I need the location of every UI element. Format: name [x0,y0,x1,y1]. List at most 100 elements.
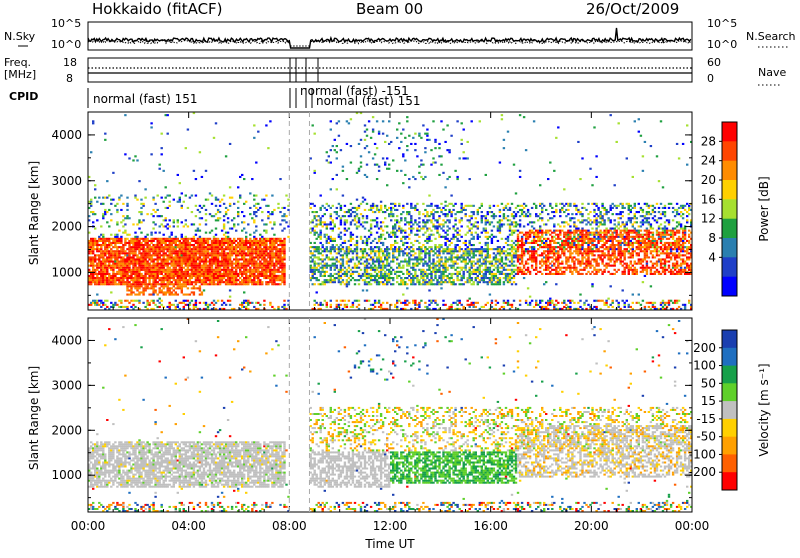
heatmap-cell [201,279,203,281]
heatmap-cell [150,153,152,155]
heatmap-cell [406,145,408,147]
heatmap-cell [378,240,380,242]
heatmap-cell [283,254,285,256]
heatmap-cell [416,223,418,225]
heatmap-cell [473,304,475,306]
heatmap-cell [146,300,148,302]
heatmap-cell [354,263,356,265]
heatmap-cell [384,271,386,273]
heatmap-cell [432,213,434,215]
heatmap-cell [456,120,458,122]
heatmap-cell [477,225,479,227]
heatmap-cell [430,203,432,205]
heatmap-cell [241,174,243,176]
heatmap-cell [159,302,161,304]
heatmap-cell [420,176,422,178]
heatmap-cell [406,287,408,289]
heatmap-cell [358,279,360,281]
heatmap-cell [370,234,372,236]
heatmap-cell [473,244,475,246]
heatmap-cell [215,213,217,215]
heatmap-cell [350,261,352,263]
heatmap-cell [283,306,285,308]
heatmap-cell [416,203,418,205]
heatmap-cell [511,234,513,236]
heatmap-cell [134,252,136,254]
heatmap-cell [378,254,380,256]
heatmap-cell [251,178,253,180]
heatmap-cell [398,205,400,207]
heatmap-cell [400,238,402,240]
heatmap-cell [267,215,269,217]
heatmap-cell [380,205,382,207]
heatmap-cell [104,242,106,244]
heatmap-cell [322,283,324,285]
heatmap-cell [386,246,388,248]
heatmap-cell [215,261,217,263]
heatmap-cell [245,263,247,265]
heatmap-cell [177,304,179,306]
heatmap-cell [189,242,191,244]
heatmap-cell [471,279,473,281]
heatmap-cell [448,244,450,246]
heatmap-cell [120,302,122,304]
heatmap-cell [283,273,285,275]
heatmap-cell [140,232,142,234]
heatmap-cell [332,228,334,230]
heatmap-cell [334,139,336,141]
heatmap-cell [185,279,187,281]
heatmap-cell [366,129,368,131]
heatmap-cell [215,205,217,207]
heatmap-cell [422,203,424,205]
heatmap-cell [430,205,432,207]
heatmap-cell [273,273,275,275]
heatmap-cell [336,277,338,279]
heatmap-cell [456,178,458,180]
heatmap-cell [412,263,414,265]
heatmap-cell [422,244,424,246]
heatmap-cell [241,230,243,232]
heatmap-cell [475,306,477,308]
heatmap-cell [187,207,189,209]
heatmap-cell [469,306,471,308]
heatmap-cell [245,248,247,250]
heatmap-cell [283,246,285,248]
heatmap-cell [215,254,217,256]
heatmap-cell [442,223,444,225]
heatmap-cell [479,242,481,244]
heatmap-cell [150,122,152,124]
heatmap-cell [362,254,364,256]
heatmap-cell [124,254,126,256]
heatmap-cell [140,269,142,271]
heatmap-cell [112,199,114,201]
heatmap-cell [477,277,479,279]
heatmap-cell [442,207,444,209]
heatmap-cell [440,203,442,205]
heatmap-cell [116,236,118,238]
heatmap-cell [398,122,400,124]
heatmap-cell [358,283,360,285]
heatmap-cell [471,267,473,269]
heatmap-cell [422,258,424,260]
heatmap-cell [412,248,414,250]
heatmap-cell [346,143,348,145]
heatmap-cell [364,147,366,149]
heatmap-cell [340,223,342,225]
heatmap-cell [414,283,416,285]
heatmap-cell [473,250,475,252]
heatmap-cell [487,238,489,240]
heatmap-cell [122,246,124,248]
heatmap-cell [201,271,203,273]
heatmap-cell [450,203,452,205]
heatmap-cell [370,232,372,234]
heatmap-cell [154,254,156,256]
heatmap-cell [110,199,112,201]
heatmap-cell [473,225,475,227]
heatmap-cell [261,256,263,258]
heatmap-cell [428,195,430,197]
heatmap-cell [501,118,503,120]
heatmap-cell [159,256,161,258]
heatmap-cell [221,230,223,232]
heatmap-cell [203,244,205,246]
heatmap-cell [199,302,201,304]
